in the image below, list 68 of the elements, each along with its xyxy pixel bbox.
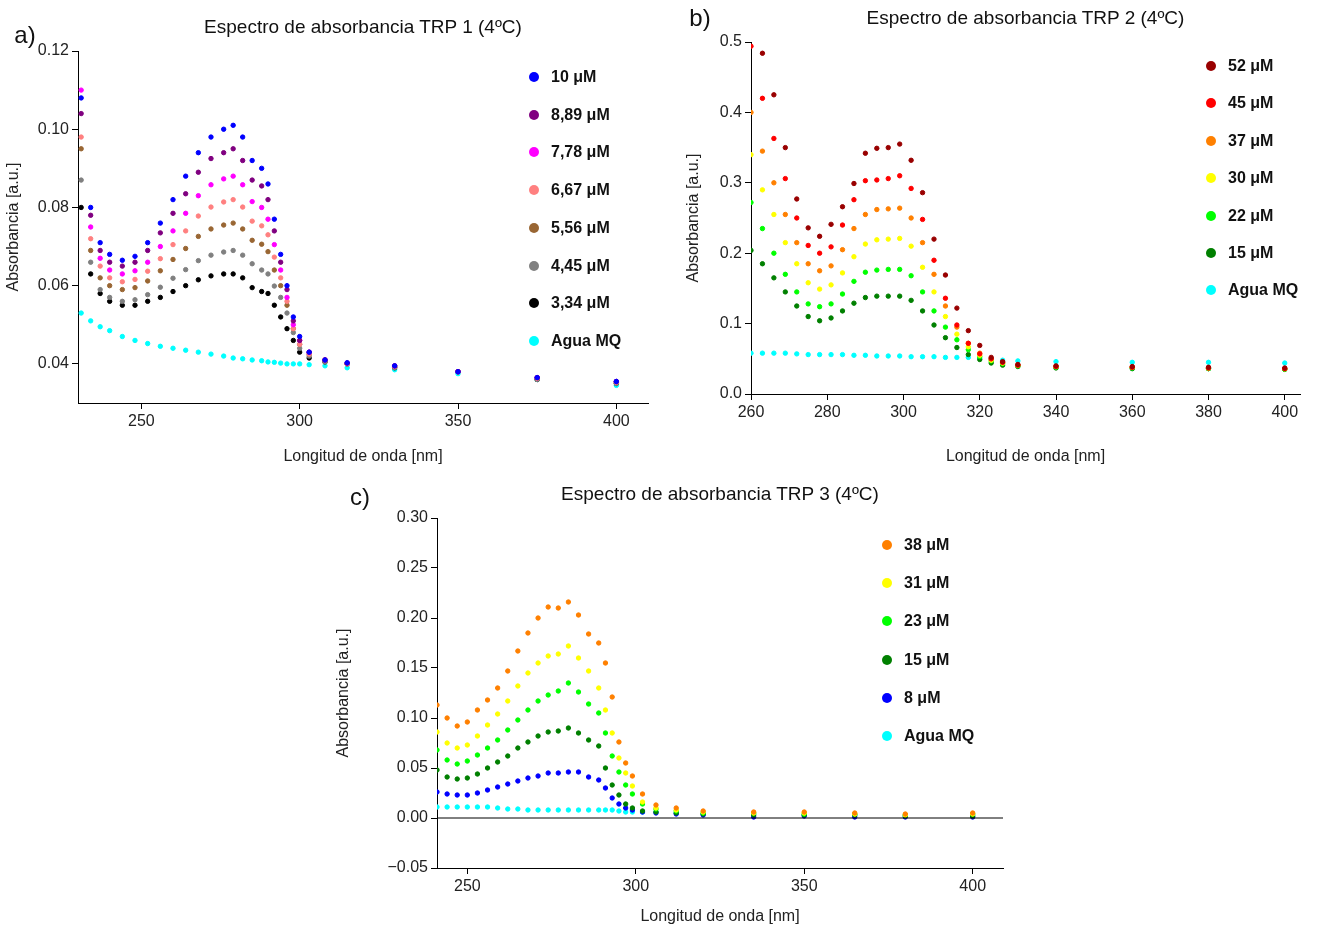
x-tick-label: 300: [890, 403, 917, 421]
y-tick-label: 0.15: [396, 658, 429, 676]
legend-label: 15 μM: [904, 650, 950, 669]
y-tick-label: 0.20: [396, 608, 429, 626]
y-tick-label: 0.1: [719, 314, 743, 332]
legend-label: 23 μM: [904, 612, 950, 631]
y-tick-label: 0.05: [396, 758, 429, 776]
y-tick-label: 0.10: [396, 708, 429, 726]
y-tick-label: 0.25: [396, 558, 429, 576]
y-tick-label: 0.2: [719, 243, 743, 261]
legend-label: 8 μM: [904, 688, 941, 707]
y-axis-title: Absorbancia [a.u.]: [4, 162, 22, 292]
x-tick-label: 320: [966, 403, 994, 421]
legend-label: 30 μM: [1228, 169, 1274, 188]
legend-label: 8,89 μM: [551, 105, 610, 124]
x-axis-title: Longitud de onda [nm]: [945, 446, 1106, 464]
y-tick-label: 0.5: [719, 32, 743, 50]
y-tick-label: 0.4: [719, 102, 743, 120]
x-tick-label: 300: [286, 412, 314, 430]
y-tick-label: −0.05: [387, 858, 429, 876]
chart-title: Espectro de absorbancia TRP 1 (4ºC): [204, 16, 522, 38]
text: c): [350, 482, 370, 510]
x-tick-label: 250: [453, 877, 481, 895]
x-tick-label: 360: [1118, 403, 1146, 421]
x-tick-label: 350: [790, 877, 818, 895]
legend-label: 15 μM: [1228, 244, 1274, 262]
x-tick-label: 260: [737, 403, 765, 421]
legend-label: 22 μM: [1228, 206, 1274, 225]
y-axis-title: Absorbancia [a.u.]: [684, 153, 702, 283]
y-tick-label: 0.00: [396, 808, 429, 826]
x-axis-title: Longitud de onda [nm]: [283, 446, 443, 464]
x-tick-label: 250: [127, 412, 155, 430]
legend-label: Agua MQ: [904, 727, 975, 745]
legend-label: 38 μM: [904, 536, 950, 554]
x-tick-label: 380: [1195, 403, 1222, 421]
legend-label: 3,34 μM: [551, 294, 610, 313]
y-tick-label: 0.3: [719, 173, 743, 191]
x-tick-label: 300: [622, 877, 650, 895]
x-tick-label: 400: [959, 877, 987, 895]
legend-label: 52 μM: [1228, 57, 1274, 75]
legend-label: 6,67 μM: [551, 181, 610, 200]
y-tick-label: 0.06: [37, 276, 70, 294]
y-tick-label: 0.04: [37, 354, 70, 372]
y-tick-label: 0.08: [37, 197, 70, 215]
legend-label: Agua MQ: [551, 331, 622, 350]
legend-label: 4,45 μM: [551, 256, 610, 275]
text: a): [14, 20, 36, 48]
legend-label: 45 μM: [1228, 94, 1274, 113]
y-axis-title: Absorbancia [a.u.]: [334, 628, 352, 758]
legend-label: 5,56 μM: [551, 218, 610, 237]
y-tick-label: 0.0: [719, 384, 743, 402]
chart-title: Espectro de absorbancia TRP 3 (4ºC): [561, 483, 879, 505]
y-tick-label: 0.12: [37, 41, 70, 59]
legend-label: 31 μM: [904, 574, 950, 593]
x-tick-label: 340: [1042, 403, 1070, 421]
x-axis-title: Longitud de onda [nm]: [640, 906, 800, 924]
y-tick-label: 0.30: [396, 508, 429, 526]
legend-label: 7,78 μM: [551, 143, 610, 162]
y-tick-label: 0.10: [37, 119, 70, 137]
legend-label: 10 μM: [551, 68, 597, 86]
x-tick-label: 280: [813, 403, 841, 421]
x-tick-label: 400: [602, 412, 630, 430]
chart-title: Espectro de absorbancia TRP 2 (4ºC): [866, 7, 1185, 29]
x-tick-label: 400: [1271, 403, 1299, 421]
legend-label: Agua MQ: [1228, 281, 1299, 300]
legend-label: 37 μM: [1228, 131, 1274, 150]
text: b): [689, 3, 711, 31]
x-tick-label: 350: [444, 412, 472, 430]
